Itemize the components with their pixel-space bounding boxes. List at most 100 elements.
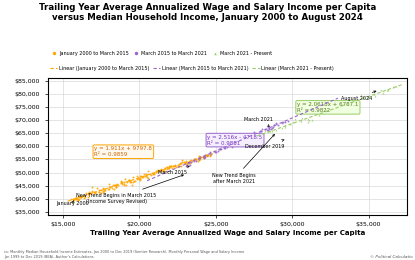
Point [171,163,178,167]
Point [243,137,249,141]
Point [127,180,134,184]
Point [353,100,359,104]
Point [182,164,189,168]
Point [211,150,218,154]
Point [185,161,192,165]
Point [226,142,233,146]
Point [216,147,222,151]
Point [181,160,187,164]
Point [255,131,262,135]
Point [236,138,242,142]
Point [207,152,214,156]
Point [279,126,286,130]
Point [164,165,170,170]
Point [168,166,175,170]
Point [102,188,108,192]
Point [171,164,177,168]
Point [162,166,168,171]
Point [265,128,272,132]
Point [156,168,163,173]
Point [128,183,135,187]
Point [266,127,272,132]
Point [132,179,138,184]
Point [95,188,102,192]
Point [359,95,366,100]
Point [200,155,207,159]
Point [115,183,122,187]
Point [193,159,199,163]
Point [159,168,165,172]
Point [119,180,125,184]
Point [113,184,120,188]
Point [290,120,296,124]
Point [385,88,391,93]
Point [230,141,237,146]
Point [141,172,147,176]
Point [123,180,130,184]
Text: y = 1.911x + 9797.8
R² = 0.9859: y = 1.911x + 9797.8 R² = 0.9859 [94,146,152,157]
Point [190,157,197,161]
Point [170,164,177,168]
Point [178,164,184,168]
Point [186,160,193,165]
Point [195,154,202,158]
Text: © Political Calculatio: © Political Calculatio [370,255,413,259]
Point [79,194,85,198]
Point [275,122,282,127]
Point [164,167,170,171]
Text: New Trend Begins
after March 2021: New Trend Begins after March 2021 [212,134,274,184]
Point [264,130,271,134]
Point [127,180,134,184]
Point [316,113,322,117]
Point [135,177,142,181]
Point [251,130,257,134]
Point [270,123,277,127]
Point [196,155,203,159]
Point [304,117,311,121]
Point [106,182,112,186]
Point [188,158,195,162]
Point [220,146,227,150]
Point [78,194,84,199]
Point [292,116,298,121]
Point [222,146,229,150]
Text: December 2019: December 2019 [245,140,284,148]
Point [110,183,116,187]
Point [161,166,168,170]
Point [74,196,81,200]
X-axis label: Trailing Year Average Annualized Wage and Salary Income per Capita: Trailing Year Average Annualized Wage an… [90,230,365,236]
Point [267,128,274,133]
Point [370,92,377,96]
Point [257,128,264,133]
Point [228,140,234,145]
Point [343,105,349,109]
Point [201,155,208,159]
Point [236,138,243,142]
Point [196,155,203,160]
Point [264,128,271,132]
Point [332,105,338,109]
Point [178,158,185,162]
Point [135,176,142,180]
Point [172,164,178,168]
Point [342,101,348,106]
Point [270,125,276,129]
Point [241,137,247,141]
Point [353,98,360,102]
Point [168,164,175,168]
Point [164,165,171,169]
Point [186,160,193,165]
Point [154,168,161,173]
Point [151,172,158,176]
Point [86,190,93,194]
Point [85,192,91,196]
Text: January 2000: January 2000 [56,200,88,205]
Point [137,177,143,181]
Point [147,172,154,177]
Point [114,181,120,186]
Point [137,178,144,182]
Point [139,174,145,179]
Point [188,160,194,164]
Point [118,179,125,184]
Point [77,195,84,199]
